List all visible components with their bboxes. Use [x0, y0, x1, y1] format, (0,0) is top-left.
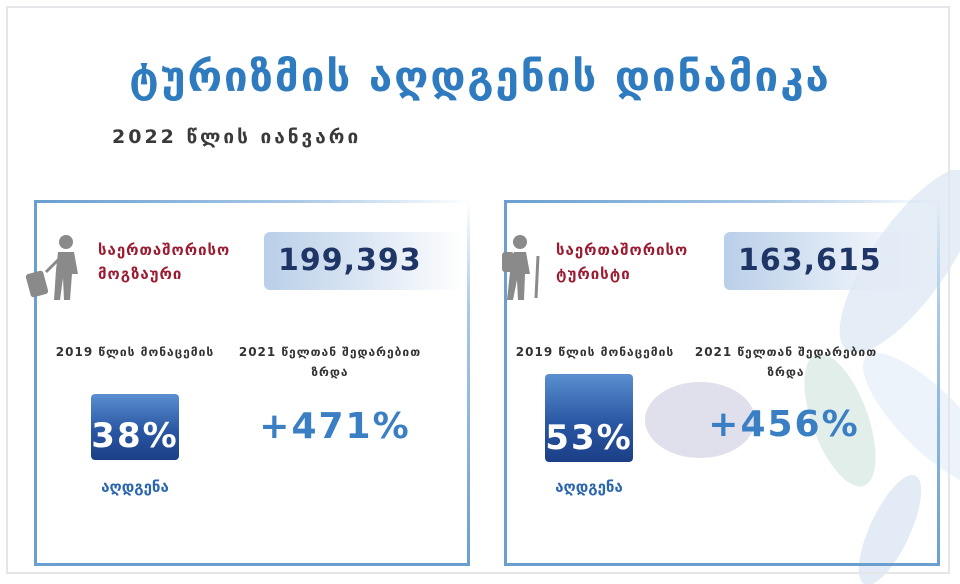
- growth: +471%: [259, 406, 411, 447]
- baseline-caption: 2019 წლის მონაცემის: [55, 345, 215, 359]
- recovery-box: 38%: [91, 394, 179, 460]
- recovery-caption: აღდგენა: [101, 478, 169, 496]
- growth-caption: 2021 წელთან შედარებით ზრდა: [238, 345, 422, 379]
- title: ტურიზმის აღდგენის დინამიკა: [129, 52, 831, 101]
- value-box: 199,393: [264, 232, 464, 290]
- growth-caption: 2021 წელთან შედარებით ზრდა: [694, 345, 878, 379]
- panel-label: საერთაშორისო მოგზაური: [98, 241, 231, 283]
- panel: [34, 200, 470, 566]
- value-box: 163,615: [724, 232, 924, 290]
- panel-label: საერთაშორისო ტურისტი: [556, 241, 689, 283]
- tourist-icon: [502, 235, 540, 300]
- value: 163,615: [738, 243, 882, 278]
- baseline-caption: 2019 წლის მონაცემის: [515, 345, 675, 359]
- recovery-box: 53%: [545, 374, 633, 462]
- recovery-caption: აღდგენა: [555, 478, 623, 496]
- subtitle: 2022 წლის იანვარი: [112, 126, 362, 148]
- growth: +456%: [708, 404, 860, 445]
- value: 199,393: [278, 243, 422, 278]
- frame: [6, 6, 950, 574]
- panel: [504, 200, 940, 566]
- traveler-icon: [25, 235, 78, 300]
